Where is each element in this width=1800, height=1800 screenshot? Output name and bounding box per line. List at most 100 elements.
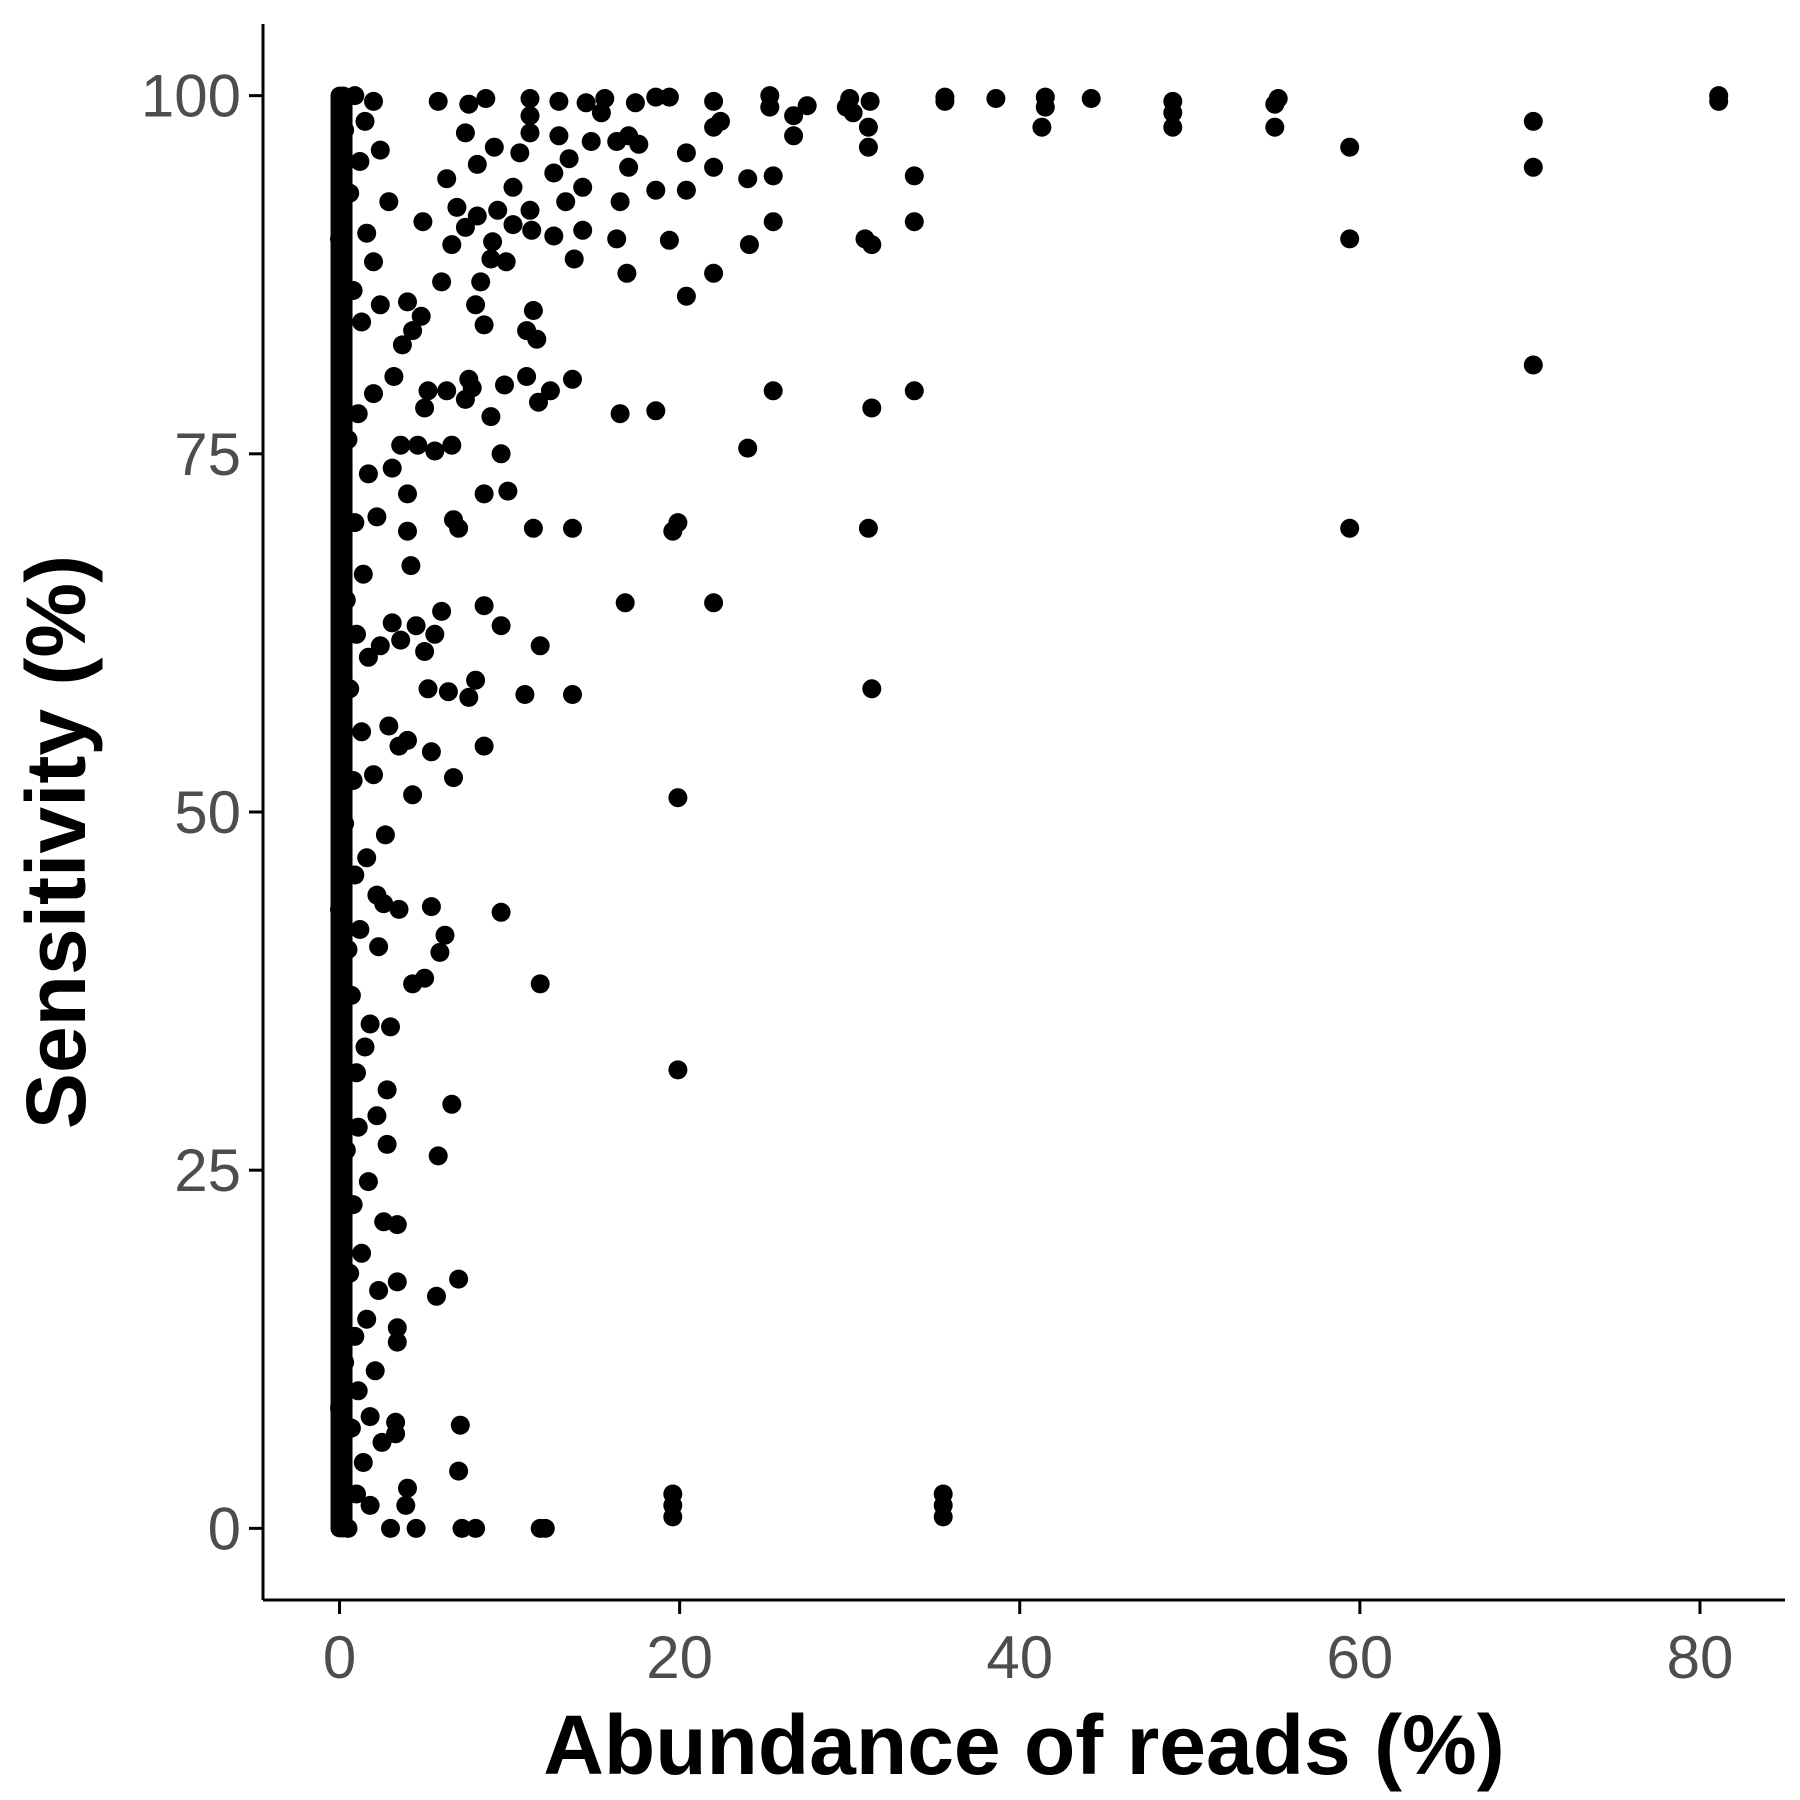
data-point bbox=[401, 556, 421, 576]
data-point bbox=[488, 200, 508, 220]
data-point bbox=[591, 103, 611, 123]
data-point bbox=[530, 974, 550, 994]
data-point bbox=[338, 1518, 358, 1538]
data-point bbox=[495, 375, 514, 395]
data-point bbox=[704, 91, 724, 111]
data-point bbox=[408, 435, 428, 455]
data-point bbox=[797, 96, 817, 116]
data-point bbox=[374, 1212, 394, 1232]
data-point bbox=[398, 292, 417, 312]
data-point bbox=[387, 1272, 407, 1292]
data-point bbox=[496, 252, 516, 272]
data-point bbox=[335, 1352, 355, 1372]
data-point bbox=[904, 381, 924, 401]
x-axis-ticks: 0 20 40 60 80 bbox=[323, 1600, 1733, 1691]
data-point bbox=[517, 367, 537, 386]
data-point bbox=[347, 1484, 366, 1504]
data-point bbox=[415, 642, 435, 661]
data-point bbox=[784, 106, 804, 126]
data-point bbox=[336, 1140, 356, 1160]
data-point bbox=[663, 521, 683, 541]
data-point bbox=[360, 1407, 380, 1427]
data-point bbox=[517, 321, 537, 341]
data-point bbox=[382, 458, 402, 478]
data-point bbox=[347, 624, 366, 644]
data-point bbox=[1340, 518, 1360, 538]
data-point bbox=[484, 137, 504, 157]
data-point bbox=[933, 1507, 953, 1527]
data-point bbox=[474, 736, 494, 756]
data-point bbox=[345, 865, 365, 885]
data-point bbox=[646, 401, 666, 421]
y-tick-label: 75 bbox=[174, 421, 241, 488]
data-point bbox=[391, 435, 411, 455]
data-point bbox=[1523, 111, 1543, 131]
dense-point-cluster bbox=[330, 86, 353, 1538]
data-point bbox=[418, 381, 438, 401]
data-point bbox=[540, 381, 560, 401]
data-point bbox=[862, 235, 882, 255]
data-point bbox=[563, 685, 582, 704]
data-point bbox=[738, 438, 758, 458]
data-point bbox=[544, 226, 564, 246]
data-point bbox=[498, 481, 518, 501]
data-point bbox=[415, 398, 435, 418]
data-point bbox=[503, 177, 523, 197]
dense-data-band bbox=[330, 86, 353, 1538]
data-point bbox=[364, 91, 383, 111]
data-point bbox=[389, 899, 409, 919]
data-point bbox=[357, 1309, 377, 1329]
data-point bbox=[377, 1080, 397, 1100]
data-point bbox=[474, 315, 494, 335]
data-point bbox=[523, 301, 543, 320]
data-point bbox=[386, 1424, 406, 1444]
data-point bbox=[491, 444, 511, 464]
data-point bbox=[372, 1432, 392, 1452]
data-point bbox=[455, 217, 475, 237]
data-point bbox=[862, 398, 882, 418]
data-point bbox=[442, 435, 462, 455]
data-point bbox=[435, 925, 455, 945]
data-point bbox=[520, 106, 540, 126]
data-point bbox=[379, 192, 399, 212]
data-point bbox=[1163, 103, 1183, 123]
data-point bbox=[396, 1495, 416, 1515]
data-point bbox=[444, 768, 463, 788]
data-point bbox=[595, 89, 615, 108]
data-point bbox=[437, 169, 457, 189]
data-point bbox=[471, 272, 491, 292]
data-point bbox=[452, 1518, 472, 1538]
data-point bbox=[522, 220, 542, 240]
data-point bbox=[455, 389, 475, 409]
data-point bbox=[455, 123, 475, 143]
data-point bbox=[357, 223, 377, 243]
data-point bbox=[367, 507, 387, 527]
data-point bbox=[350, 920, 370, 939]
x-tick-label: 40 bbox=[986, 1624, 1053, 1691]
data-point bbox=[398, 521, 417, 541]
data-point bbox=[403, 974, 423, 994]
data-point bbox=[676, 180, 696, 200]
data-point bbox=[425, 441, 445, 461]
data-point bbox=[358, 464, 378, 484]
data-point bbox=[520, 200, 540, 220]
y-tick-label: 50 bbox=[174, 779, 241, 846]
data-point bbox=[432, 601, 452, 621]
x-tick-label: 0 bbox=[323, 1624, 356, 1691]
data-point bbox=[573, 177, 593, 197]
data-point bbox=[860, 91, 880, 111]
data-point bbox=[676, 286, 696, 306]
data-point bbox=[530, 1518, 550, 1538]
data-point bbox=[360, 1014, 380, 1034]
data-point bbox=[343, 1195, 363, 1215]
data-point bbox=[520, 123, 540, 143]
data-point bbox=[530, 636, 550, 656]
data-point bbox=[466, 670, 486, 690]
data-point bbox=[481, 407, 501, 427]
data-point bbox=[704, 157, 724, 177]
data-point bbox=[704, 263, 724, 283]
data-point bbox=[474, 484, 494, 504]
data-point bbox=[739, 235, 759, 255]
data-point bbox=[355, 1037, 375, 1057]
data-point bbox=[375, 825, 395, 845]
